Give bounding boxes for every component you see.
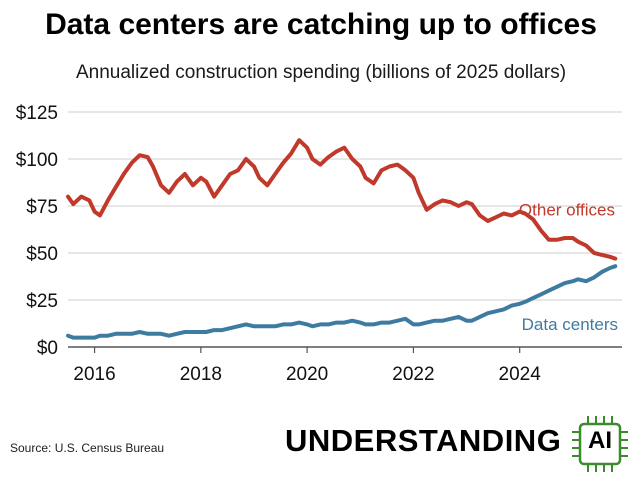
y-tick-label: $25 xyxy=(26,291,58,312)
series-lines xyxy=(66,138,618,340)
brand-wordmark: UNDERSTANDING xyxy=(285,423,562,458)
x-tick-label: 2016 xyxy=(73,364,115,385)
source-note: Source: U.S. Census Bureau xyxy=(10,441,165,455)
chip-logo-icon: AI xyxy=(568,414,632,474)
x-tick-label: 2024 xyxy=(499,364,542,385)
series-label: Data centers xyxy=(522,315,618,334)
y-tick-label: $50 xyxy=(26,244,58,265)
x-tick-label: 2022 xyxy=(392,364,434,385)
x-tick-label: 2020 xyxy=(286,364,328,385)
y-tick-label: $0 xyxy=(37,338,58,359)
series-label: Other offices xyxy=(519,200,615,219)
y-tick-label: $125 xyxy=(16,103,58,124)
chip-label: AI xyxy=(588,427,612,454)
series-line xyxy=(66,138,618,261)
series-line xyxy=(66,264,618,340)
axis-labels: $0 $25 $50 $75 $100 $125 2016 2018 2020 2022 2024 O… xyxy=(16,103,618,385)
line-chart: $0 $25 $50 $75 $100 $125 2016 2018 2020 2022 2024 O… xyxy=(16,103,622,385)
x-tick-label: 2018 xyxy=(180,364,222,385)
chart-title: Data centers are catching up to offices xyxy=(45,8,597,41)
y-tick-label: $75 xyxy=(26,197,58,218)
y-tick-label: $100 xyxy=(16,150,58,171)
chart-subtitle: Annualized construction spending (billio… xyxy=(75,62,567,83)
